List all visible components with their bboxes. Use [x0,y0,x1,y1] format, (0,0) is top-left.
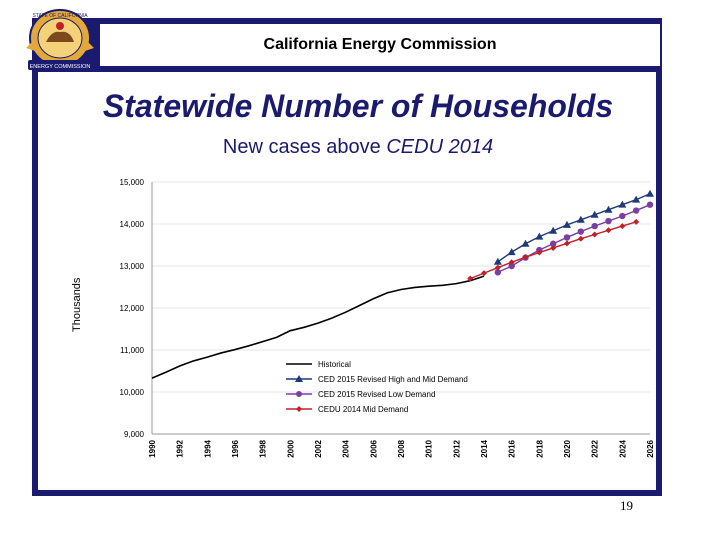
data-point [632,207,640,214]
x-tick-label: 2014 [480,439,489,457]
x-tick-label: 1992 [176,439,185,457]
data-point [536,249,543,256]
y-tick-label: 10,000 [120,388,145,397]
x-tick-label: 2012 [452,439,461,457]
y-tick-label: 11,000 [120,346,144,355]
data-point [494,264,501,271]
data-point [577,235,584,242]
x-tick-label: 1996 [231,439,240,457]
x-tick-label: 2024 [618,439,627,457]
y-tick-label: 13,000 [120,262,145,271]
legend-marker [295,375,303,382]
data-point [493,257,502,265]
data-point [563,220,571,228]
x-tick-label: 2020 [563,439,572,457]
legend-marker [296,391,302,397]
data-point [522,254,529,261]
data-point [549,226,558,234]
data-point [604,205,613,213]
y-tick-label: 12,000 [120,304,145,313]
data-point [590,210,599,218]
data-point [618,200,627,208]
seal-bottom-text: ENERGY COMMISSION [30,64,91,70]
x-tick-label: 2004 [342,439,351,457]
x-tick-label: 2008 [397,439,406,457]
legend-marker [296,406,302,412]
legend-label: CED 2015 Revised High and Mid Demand [318,375,468,384]
y-tick-label: 14,000 [120,220,145,229]
data-point [632,195,641,203]
data-point [646,201,654,208]
x-tick-label: 2022 [591,439,600,457]
energy-commission-seal-icon: ENERGY COMMISSION STATE OF CALIFORNIA [26,9,94,70]
y-axis-label: Thousands [71,277,83,332]
legend-label: CEDU 2014 Mid Demand [318,405,408,414]
x-tick-label: 2026 [646,439,655,457]
households-line-chart: Thousands 9,000 10,000 11,000 12,000 13,000 1… [71,178,655,458]
data-point [550,244,557,251]
data-point [563,234,571,241]
legend-label: Historical [318,360,351,369]
data-point [521,239,530,247]
series-line [497,193,651,263]
data-point [564,240,570,247]
data-point [605,227,612,234]
series-line [151,275,485,379]
data-point [535,232,544,240]
x-tick-label: 2002 [314,439,323,457]
data-point [619,212,626,220]
header-bar [100,24,660,66]
seal-top-text: STATE OF CALIFORNIA [32,13,88,19]
x-tick-label: 2000 [286,439,295,457]
data-point [591,222,598,230]
data-point [591,231,598,238]
series-line [497,204,651,273]
data-point [619,223,626,230]
x-tick-label: 2006 [369,439,378,457]
data-point [646,189,654,197]
y-tick-label: 15,000 [120,178,145,187]
x-tick-label: 1998 [259,439,268,457]
x-tick-label: 2016 [508,439,517,457]
data-point [467,275,474,282]
data-point [481,270,487,277]
data-point [549,240,557,247]
data-point [633,218,640,225]
page-number: 19 [620,498,633,513]
header-title: California Energy Commission [263,36,497,53]
data-point [508,259,515,266]
slide-subtitle: New cases above CEDU 2014 [38,136,678,159]
data-point [507,248,516,256]
legend-label: CED 2015 Revised Low Demand [318,390,435,399]
data-point [577,228,585,235]
data-point [508,262,515,270]
x-tick-label: 1990 [148,439,157,457]
subtitle-prefix: New cases above [222,136,387,158]
y-tick-label: 9,000 [124,430,145,439]
subtitle-emphasis: CEDU 2014 [386,136,494,158]
slide-content [38,72,656,490]
data-point [605,217,612,225]
data-point [576,215,585,223]
x-tick-label: 2010 [425,439,434,457]
slide-title: Statewide Number of Households [102,88,614,124]
x-tick-label: 1994 [203,439,212,457]
x-tick-label: 2018 [535,439,544,457]
data-point [494,269,502,276]
